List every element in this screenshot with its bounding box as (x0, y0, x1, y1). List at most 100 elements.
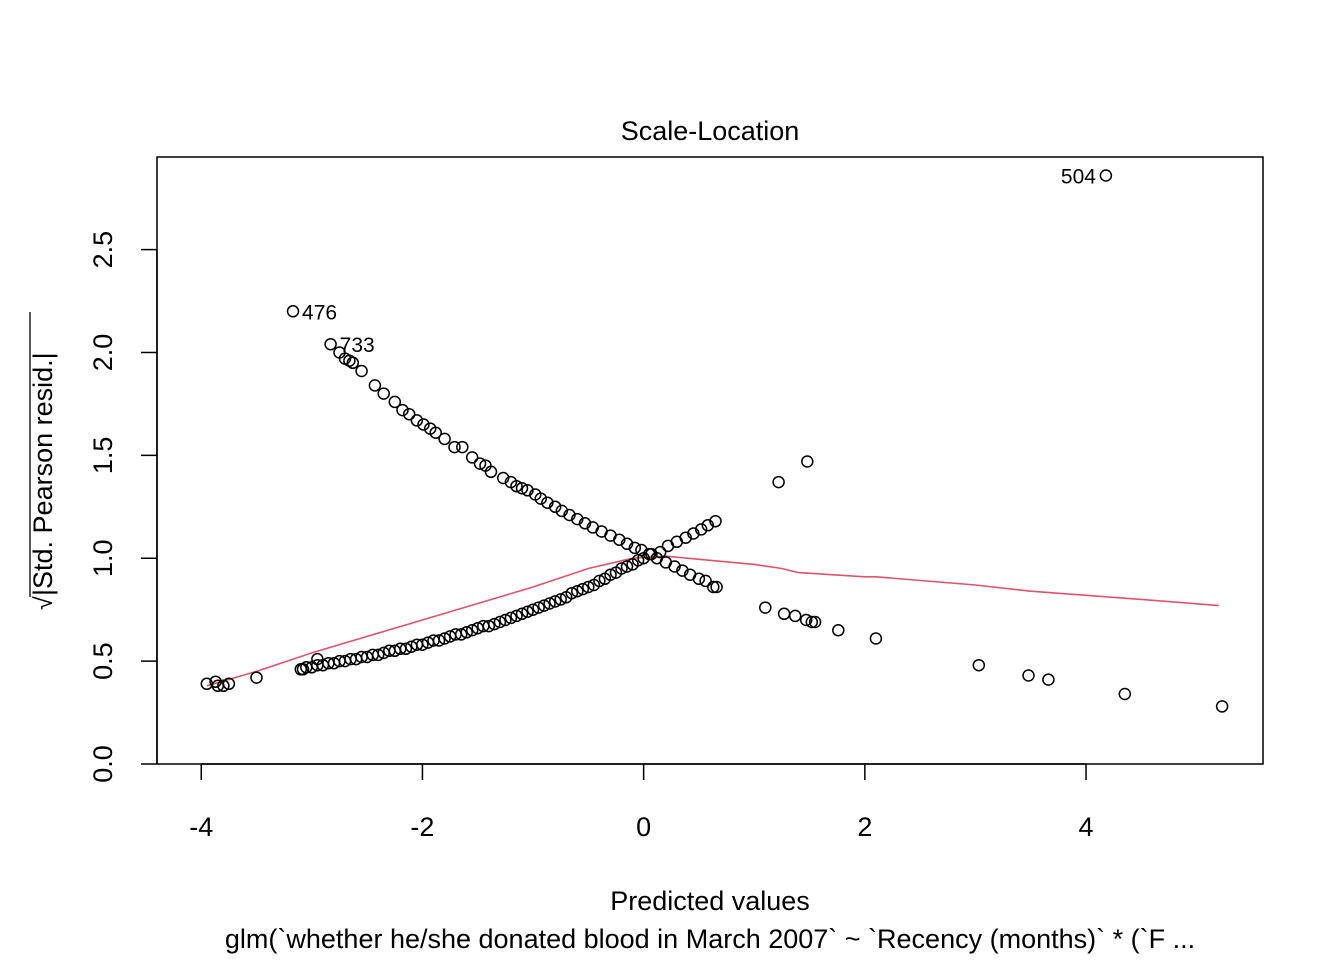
data-point (465, 624, 479, 637)
data-point (701, 519, 715, 532)
data-point (493, 615, 507, 629)
data-point (311, 652, 324, 666)
data-point (805, 615, 819, 629)
data-point (628, 541, 642, 555)
smooth-line-layer (206, 555, 1219, 687)
model-formula-subtitle: glm(`whether he/she donated blood in Mar… (225, 924, 1195, 954)
data-point (396, 403, 409, 417)
data-point (1099, 169, 1113, 182)
data-point (294, 663, 308, 676)
data-point (532, 601, 545, 614)
data-point (972, 658, 986, 672)
data-point (438, 632, 451, 645)
data-point (565, 586, 579, 600)
y-tick-label: 2.0 (88, 334, 118, 372)
data-point (832, 624, 845, 637)
data-point (484, 465, 498, 479)
data-point (217, 679, 230, 693)
data-point (699, 574, 712, 588)
data-point (687, 527, 700, 540)
y-tick-label: 2.5 (88, 231, 118, 269)
data-point (777, 607, 791, 621)
smooth-line (206, 555, 1219, 687)
x-axis: -4 -2 0 2 4 (189, 763, 1094, 842)
y-tick-label: 1.5 (88, 437, 118, 475)
x-tick-label: 2 (857, 812, 872, 842)
data-point (548, 595, 562, 608)
point-label: 504 (1061, 166, 1096, 189)
data-point (417, 418, 430, 431)
data-point (653, 545, 667, 559)
data-point (410, 414, 424, 427)
data-point (504, 611, 518, 625)
data-point (620, 537, 634, 551)
data-point (604, 568, 617, 581)
data-point (613, 533, 626, 546)
data-point (515, 482, 529, 495)
data-point (615, 562, 628, 575)
data-point (510, 609, 523, 623)
data-point (571, 512, 584, 526)
data-point (548, 500, 562, 514)
data-point (620, 560, 634, 573)
y-axis-label: √ |Std. Pearson resid.| (28, 312, 58, 610)
data-point (578, 517, 592, 530)
point-label: 476 (302, 301, 337, 324)
data-point (707, 580, 720, 594)
data-point (692, 572, 706, 586)
data-point (631, 554, 645, 567)
x-tick-label: 4 (1079, 812, 1094, 842)
data-point (371, 648, 385, 662)
data-point (402, 407, 416, 421)
data-point (668, 560, 681, 573)
data-point (482, 619, 496, 633)
x-tick-label: -2 (410, 812, 434, 842)
data-point (593, 574, 606, 588)
data-point (388, 395, 402, 409)
data-point (448, 440, 461, 454)
data-point (869, 632, 883, 645)
y-tick-label: 0.5 (88, 642, 118, 680)
data-point (438, 432, 451, 446)
data-point (772, 475, 785, 489)
data-point (1042, 673, 1055, 686)
x-axis-label: Predicted values (610, 886, 810, 916)
data-point (709, 514, 722, 528)
data-point (456, 440, 469, 454)
data-point (555, 504, 569, 518)
data-point (571, 584, 584, 598)
data-point (676, 564, 689, 577)
data-point (1215, 700, 1229, 713)
data-point (222, 677, 236, 691)
data-point (346, 356, 360, 370)
y-axis-label-text: |Std. Pearson resid.| (28, 352, 58, 596)
data-point (645, 547, 658, 561)
data-point (515, 607, 529, 621)
y-axis-label-radical: √ (30, 596, 58, 610)
data-point (710, 580, 723, 594)
points-layer (200, 169, 1229, 713)
data-point (416, 638, 429, 651)
data-point (429, 426, 442, 439)
x-tick-label: -4 (189, 812, 213, 842)
data-point (563, 508, 576, 522)
data-point (637, 551, 650, 565)
data-point (499, 613, 512, 627)
data-point (377, 387, 390, 400)
chart-title: Scale-Location (621, 116, 800, 146)
data-point (465, 451, 479, 464)
data-point (554, 593, 567, 606)
y-tick-label: 0.0 (88, 745, 118, 783)
data-point (521, 605, 534, 618)
y-tick-label: 1.0 (88, 539, 118, 577)
data-point (799, 613, 813, 627)
data-point (355, 364, 368, 378)
data-point (496, 471, 510, 485)
data-point (534, 492, 548, 505)
data-point (694, 523, 708, 536)
data-point (759, 601, 772, 614)
data-point (679, 531, 692, 544)
data-point (460, 626, 473, 639)
